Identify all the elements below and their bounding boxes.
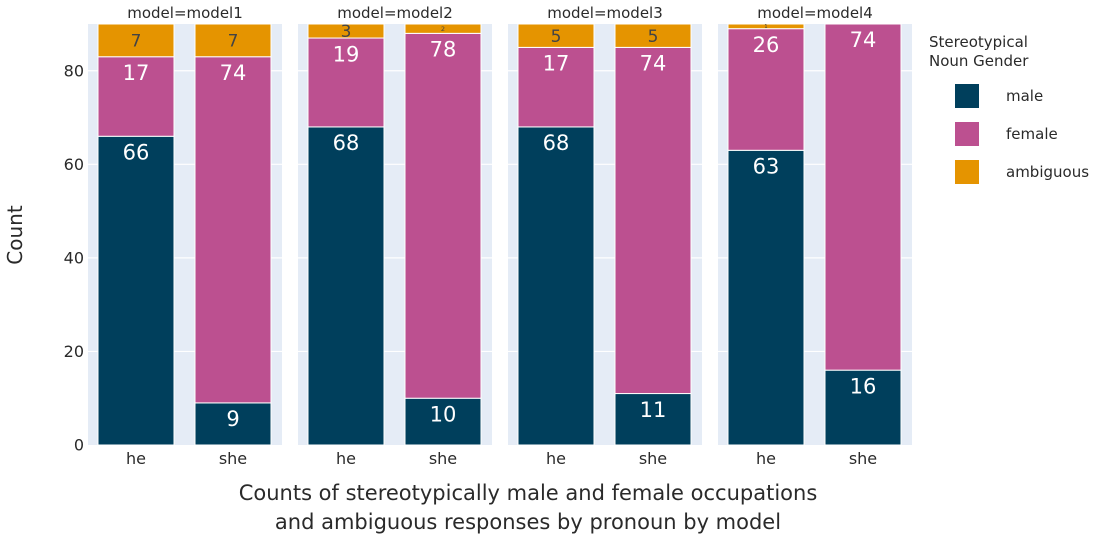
y-tick-label: 0 [74, 436, 84, 455]
data-label-ambiguous: 5 [648, 27, 659, 47]
facet-panel-1: model=model1 66 17 7 he 9 74 7 she [88, 4, 282, 468]
bar-segment-male [404, 397, 482, 446]
bar-segment-ambiguous [727, 23, 805, 30]
y-tick-label: 80 [64, 61, 84, 80]
bar-segment-male [517, 126, 595, 446]
x-tick-label: she [639, 449, 667, 468]
facet-title: model=model4 [757, 4, 873, 22]
data-label-male: 68 [543, 131, 570, 155]
y-axis-label: Count [3, 205, 27, 265]
data-label-female: 74 [640, 52, 667, 76]
bar-he: 66 17 7 [97, 23, 175, 446]
data-label-female: 19 [333, 42, 360, 66]
bar-he: 68 193 [307, 22, 385, 446]
bar-segment-female [404, 32, 482, 399]
bar-he: 68 17 5 [517, 23, 595, 446]
x-tick-label: she [849, 449, 877, 468]
x-axis-label-line-2: and ambiguous responses by pronoun by mo… [275, 510, 781, 534]
x-tick-label: he [336, 449, 356, 468]
x-tick-label: she [219, 449, 247, 468]
bar-segment-ambiguous [517, 23, 595, 48]
bar-segment-ambiguous [97, 23, 175, 58]
legend-swatch-ambiguous [955, 160, 979, 184]
bar-segment-male [727, 149, 805, 446]
data-label-female: 17 [123, 61, 150, 85]
y-tick-label: 40 [64, 248, 84, 267]
bar-segment-ambiguous [307, 23, 385, 39]
legend-label-ambiguous: ambiguous [1006, 163, 1089, 181]
bar-segment-female [194, 56, 272, 404]
legend-title-line-1: Stereotypical [929, 33, 1028, 51]
bar-segment-male [307, 126, 385, 446]
bar-segment-female [824, 23, 902, 371]
facet-title: model=model3 [547, 4, 663, 22]
bar-she: 9 74 7 [194, 23, 272, 446]
legend-label-female: female [1006, 125, 1058, 143]
bar-segment-ambiguous [194, 23, 272, 58]
legend-item-ambiguous: ambiguous [955, 160, 1089, 184]
bar-she: 10 78 2 [404, 23, 482, 446]
data-label-female: 74 [850, 28, 877, 52]
bar-she: 11 74 5 [614, 23, 692, 446]
facet-panel-2: model=model2 68 193 he 10 78 2 she [298, 4, 492, 468]
legend-item-female: female [955, 122, 1058, 146]
x-tick-label: he [546, 449, 566, 468]
data-label-ambiguous: 1 [764, 24, 767, 30]
data-label-ambiguous: 3 [341, 22, 352, 42]
bar-segment-female [517, 46, 595, 128]
x-axis-label-line-1: Counts of stereotypically male and femal… [239, 481, 818, 505]
x-axis-label: Counts of stereotypically male and femal… [239, 481, 818, 534]
data-label-female: 78 [430, 38, 457, 62]
x-tick-label: he [756, 449, 776, 468]
data-label-female: 74 [220, 61, 247, 85]
bar-he: 63 26 1 [727, 23, 805, 446]
bar-segment-male [194, 402, 272, 446]
data-label-male: 11 [640, 398, 667, 422]
bar-segment-male [824, 369, 902, 446]
bar-segment-female [97, 56, 175, 137]
bar-segment-ambiguous [404, 23, 482, 34]
legend-item-male: male [955, 84, 1043, 108]
y-tick-label: 60 [64, 155, 84, 174]
y-tick-label: 20 [64, 342, 84, 361]
data-label-male: 16 [850, 374, 877, 398]
data-label-ambiguous: 7 [131, 31, 142, 51]
legend: Stereotypical Noun Gender male female ambi… [929, 33, 1089, 184]
legend-label-male: male [1006, 87, 1043, 105]
data-label-male: 9 [226, 407, 239, 431]
bar-segment-male [97, 135, 175, 446]
data-label-male: 66 [123, 140, 150, 164]
legend-items: male female ambiguous [955, 84, 1089, 184]
bar-segment-male [614, 393, 692, 446]
data-label-female: 26 [753, 33, 780, 57]
x-tick-label: he [126, 449, 146, 468]
data-label-female: 17 [543, 52, 570, 76]
facet-title: model=model2 [337, 4, 453, 22]
data-label-ambiguous: 5 [551, 27, 562, 47]
data-label-male: 68 [333, 131, 360, 155]
bar-segment-female [307, 37, 385, 128]
x-tick-label: she [429, 449, 457, 468]
bar-segment-female [727, 28, 805, 151]
facet-panels: model=model166177he9747shemodel=model268… [88, 4, 912, 468]
y-axis: 0 20 40 60 80 [64, 61, 84, 454]
data-label-male: 63 [753, 155, 780, 179]
legend-swatch-male [955, 84, 979, 108]
facet-title: model=model1 [127, 4, 243, 22]
legend-swatch-female [955, 122, 979, 146]
data-label-ambiguous: 2 [441, 25, 445, 33]
data-label-ambiguous: 7 [228, 31, 239, 51]
bar-segment-ambiguous [614, 23, 692, 48]
data-label-male: 10 [430, 402, 457, 426]
bar-segment-female [614, 46, 692, 395]
facet-panel-3: model=model3 68 17 5 he 11 74 5 she [508, 4, 702, 468]
legend-title-line-2: Noun Gender [929, 52, 1029, 70]
